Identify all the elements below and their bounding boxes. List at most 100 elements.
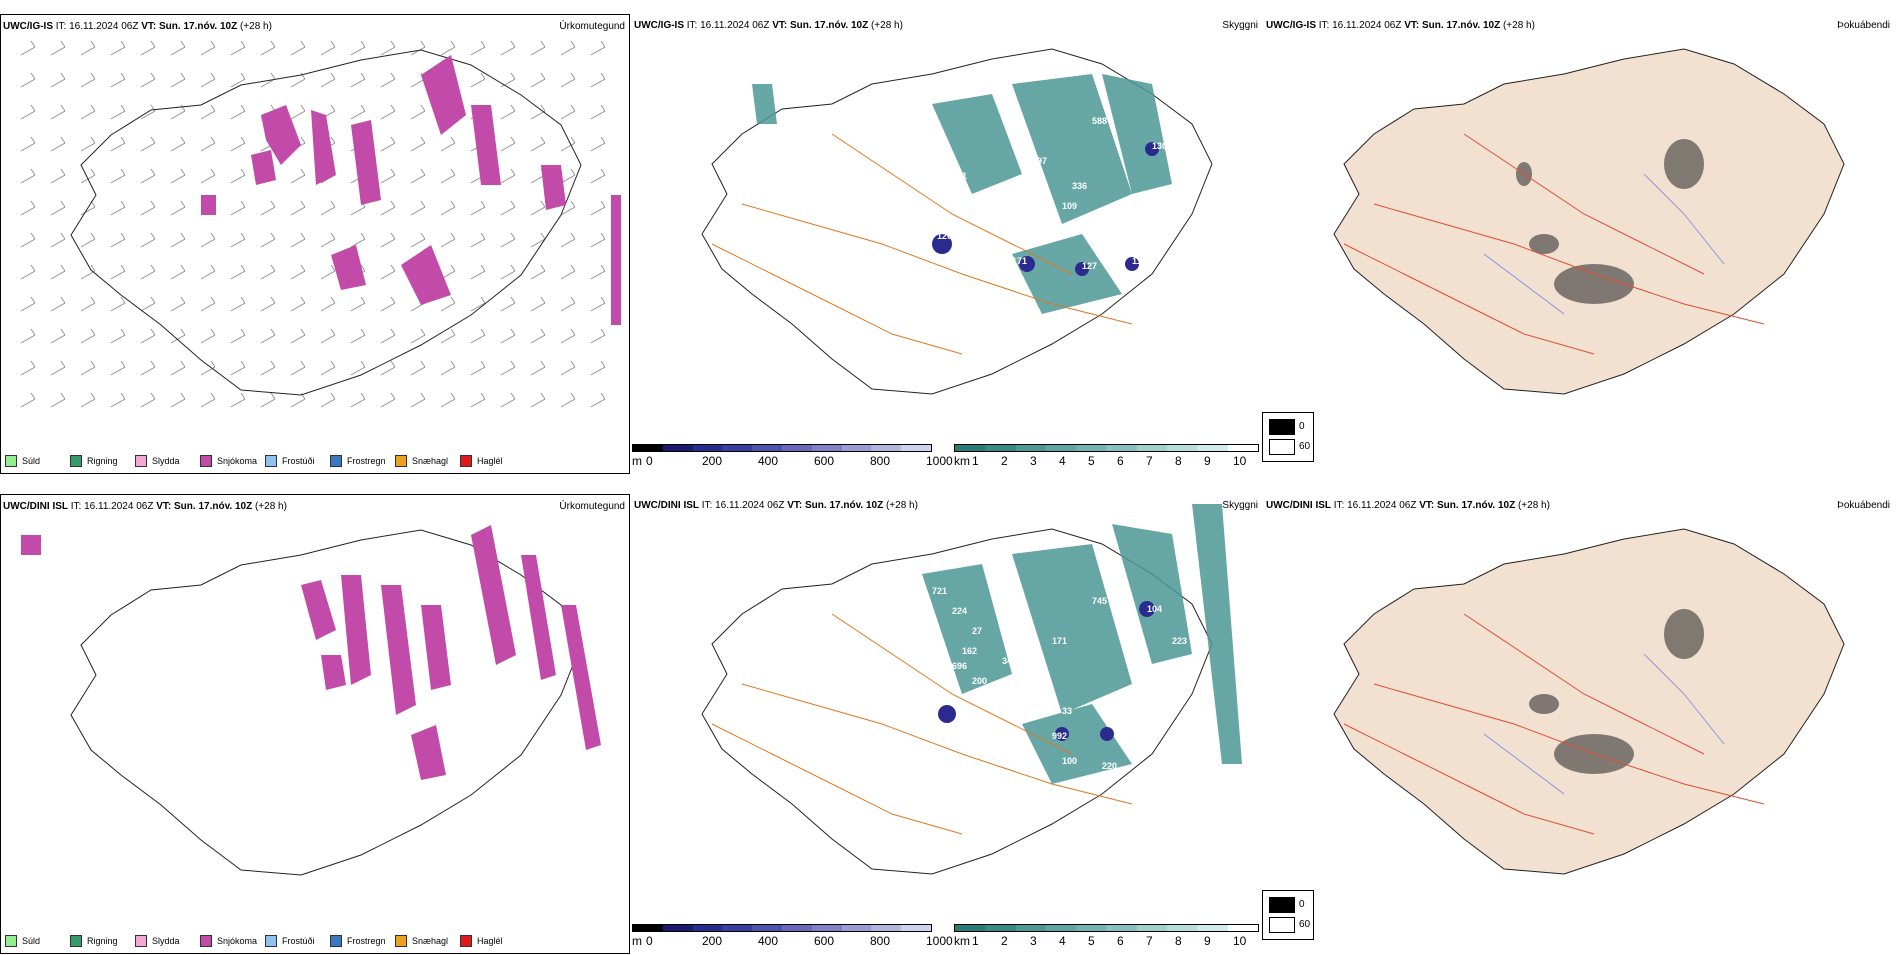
- scale-tick-label: 0: [646, 934, 653, 948]
- ceiling-label: 336: [1072, 181, 1087, 191]
- panel-header: UWC/DINI ISL IT: 16.11.2024 06Z VT: Sun.…: [3, 501, 287, 512]
- wind-barbs: [20, 40, 606, 408]
- ceiling-label: 77: [982, 246, 992, 256]
- scale-tick-label: 10: [1233, 934, 1247, 948]
- legend-item: Frostregn: [330, 455, 395, 467]
- legend-label: Haglél: [477, 456, 503, 466]
- ceiling-label: 171: [1012, 256, 1027, 266]
- scale-tick-label: 1000: [926, 454, 953, 468]
- legend-label: Snæhagl: [412, 456, 449, 466]
- legend-swatch: [265, 455, 277, 467]
- legend-swatch: [395, 935, 407, 947]
- legend-item: Snæhagl: [395, 935, 460, 947]
- scale-tick-label: 800: [870, 454, 891, 468]
- scale-tick-label: 1000: [926, 934, 953, 948]
- legend-item: Slydda: [135, 935, 200, 947]
- legend-item: Snjókoma: [200, 455, 265, 467]
- scale-tick-label: 3: [1030, 934, 1037, 948]
- scale-tick-label: 800: [870, 934, 891, 948]
- scale-tick-label: 9: [1204, 934, 1211, 948]
- scale-tick-label: 0: [646, 454, 653, 468]
- ceiling-label: 224: [952, 606, 967, 616]
- ceiling-label: 223: [932, 726, 947, 736]
- ceiling-label: 37: [1152, 726, 1162, 736]
- ceiling-label: 745: [1092, 596, 1107, 606]
- legend-label: Frostregn: [347, 456, 386, 466]
- precip-legend: Súld Rigning Slydda Snjókoma Frostúði Frostre…: [5, 935, 525, 947]
- legend-item: Frostúði: [265, 455, 330, 467]
- ceiling-label: 15: [872, 236, 882, 246]
- ceiling-label: 992: [1052, 731, 1067, 741]
- scale-tick-label: 1: [972, 454, 979, 468]
- legend-label: Slydda: [152, 936, 180, 946]
- panel-header: UWC/IG-IS IT: 16.11.2024 06Z VT: Sun. 17…: [3, 21, 272, 32]
- scale-tick-label: 200: [702, 454, 723, 468]
- ceiling-label: 204: [982, 746, 997, 756]
- scale-tick-label: 10: [1233, 454, 1247, 468]
- cloud-panel-bottom: UWC/DINI ISL IT: 16.11.2024 06Z VT: Sun.…: [632, 494, 1262, 954]
- ceiling-scale-top: m 0 200 400 600 800 1000: [632, 444, 953, 470]
- legend-swatch: [5, 455, 17, 467]
- cloud-map: 721 224 27 162 696 200 34 171 745 104 223 33 992 223 1…: [701, 504, 1242, 875]
- legend-label: Slydda: [152, 456, 180, 466]
- ceiling-scale-bottom: m 0 200 400 600 800 1000: [632, 924, 953, 950]
- fog-panel-bottom: UWC/DINI ISL IT: 16.11.2024 06Z VT: Sun.…: [1264, 494, 1894, 954]
- legend-label: Rigning: [87, 456, 118, 466]
- visibility-scale-top: km 1 2 3 4 5 6 7 8 9 10: [954, 444, 1274, 470]
- legend-swatch: [5, 935, 17, 947]
- ceiling-label: 303: [1012, 761, 1027, 771]
- panel-header: UWC/IG-IS IT: 16.11.2024 06Z VT: Sun. 17…: [1266, 20, 1535, 31]
- scale-tick-label: 4: [1059, 454, 1066, 468]
- scale-tick-label: 1: [972, 934, 979, 948]
- fog-legend-bottom: 0 60: [1262, 890, 1314, 940]
- legend-item: Slydda: [135, 455, 200, 467]
- scale-tick-label: 400: [758, 934, 779, 948]
- legend-label: Rigning: [87, 936, 118, 946]
- ceiling-label: 104: [1147, 604, 1162, 614]
- legend-swatch: [200, 455, 212, 467]
- fog-map: [1333, 48, 1845, 395]
- cloud-map: 153 74 144 131 197 588 130 336 109 96 120 15 77 171 12…: [701, 48, 1213, 395]
- legend-swatch: [265, 935, 277, 947]
- scale-tick-label: 7: [1146, 934, 1153, 948]
- legend-label: Súld: [22, 456, 41, 466]
- legend-label: Frostúði: [282, 456, 315, 466]
- legend-swatch: [395, 455, 407, 467]
- precip-map: [21, 525, 601, 876]
- legend-item: Snæhagl: [395, 455, 460, 467]
- scale-tick-label: 600: [814, 934, 835, 948]
- panel-header: UWC/DINI ISL IT: 16.11.2024 06Z VT: Sun.…: [634, 500, 918, 511]
- legend-item: Súld: [5, 455, 70, 467]
- legend-swatch: [135, 455, 147, 467]
- ceiling-label: 153: [927, 126, 942, 136]
- scale-tick-label: 6: [1117, 934, 1124, 948]
- legend-swatch: [460, 935, 472, 947]
- legend-swatch: [70, 935, 82, 947]
- ceiling-label: 223: [1172, 636, 1187, 646]
- precip-type-panel-top: UWC/IG-IS IT: 16.11.2024 06Z VT: Sun. 17…: [0, 14, 630, 474]
- ceiling-label: 220: [1102, 761, 1117, 771]
- ceiling-labels: 721 224 27 162 696 200 34 171 745 104 223 33 992 223 1…: [917, 586, 1187, 771]
- legend-label: Snjókoma: [217, 456, 258, 466]
- ceiling-label: 588: [1092, 116, 1107, 126]
- ceiling-label: 74: [937, 141, 947, 151]
- panel-title: Úrkomutegund: [559, 501, 625, 512]
- panel-header: UWC/IG-IS IT: 16.11.2024 06Z VT: Sun. 17…: [634, 20, 903, 31]
- ceiling-label: 27: [972, 626, 982, 636]
- ceiling-label: 197: [1032, 156, 1047, 166]
- panel-title: Þokuábendi: [1837, 500, 1890, 511]
- precip-map: [20, 40, 621, 408]
- legend-item: Haglél: [460, 455, 525, 467]
- legend-swatch: [330, 935, 342, 947]
- ceiling-label: 34: [1002, 656, 1012, 666]
- legend-label: Snæhagl: [412, 936, 449, 946]
- ceiling-label: 127: [1082, 261, 1097, 271]
- scale-tick-label: 5: [1088, 454, 1095, 468]
- ceiling-label: 19: [952, 721, 962, 731]
- scale-tick-label: 9: [1204, 454, 1211, 468]
- scale-tick-label: 600: [814, 454, 835, 468]
- ceiling-label: 162: [962, 646, 977, 656]
- legend-swatch: [135, 935, 147, 947]
- ceiling-label: 200: [972, 676, 987, 686]
- precip-legend: Súld Rigning Slydda Snjókoma Frostúði Frostre…: [5, 455, 525, 467]
